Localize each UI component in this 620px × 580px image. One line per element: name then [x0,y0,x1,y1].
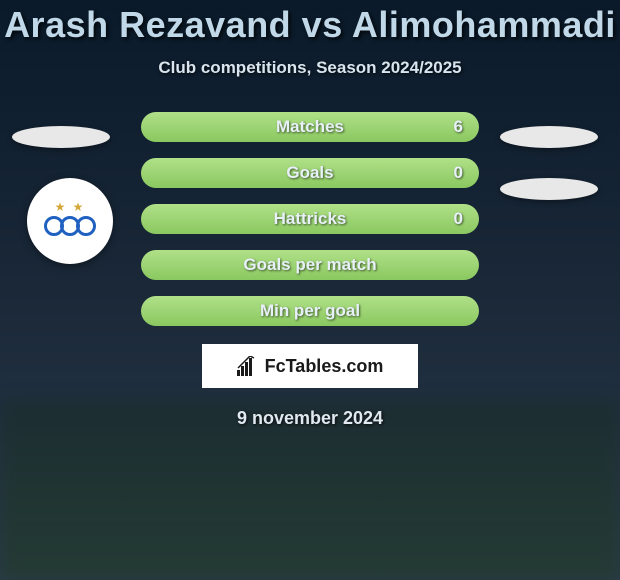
stat-row-min-per-goal: Min per goal [141,296,479,326]
brand-text: FcTables.com [265,356,384,377]
bar-chart-icon [237,356,259,376]
stat-label: Goals per match [243,255,376,275]
date-text: 9 november 2024 [237,408,383,429]
stat-row-hattricks: Hattricks 0 [141,204,479,234]
stat-value: 0 [454,163,463,183]
stats-list: Matches 6 Goals 0 Hattricks 0 Goals per … [0,112,620,326]
page-title: Arash Rezavand vs Alimohammadi [4,4,616,46]
content-column: Arash Rezavand vs Alimohammadi Club comp… [0,0,620,429]
stat-label: Hattricks [274,209,347,229]
stat-value: 6 [454,117,463,137]
page-subtitle: Club competitions, Season 2024/2025 [158,58,461,78]
stat-label: Matches [276,117,344,137]
stat-label: Min per goal [260,301,360,321]
brand-box: FcTables.com [202,344,418,388]
stat-row-goals-per-match: Goals per match [141,250,479,280]
stat-row-goals: Goals 0 [141,158,479,188]
stat-value: 0 [454,209,463,229]
stat-row-matches: Matches 6 [141,112,479,142]
stat-label: Goals [286,163,333,183]
